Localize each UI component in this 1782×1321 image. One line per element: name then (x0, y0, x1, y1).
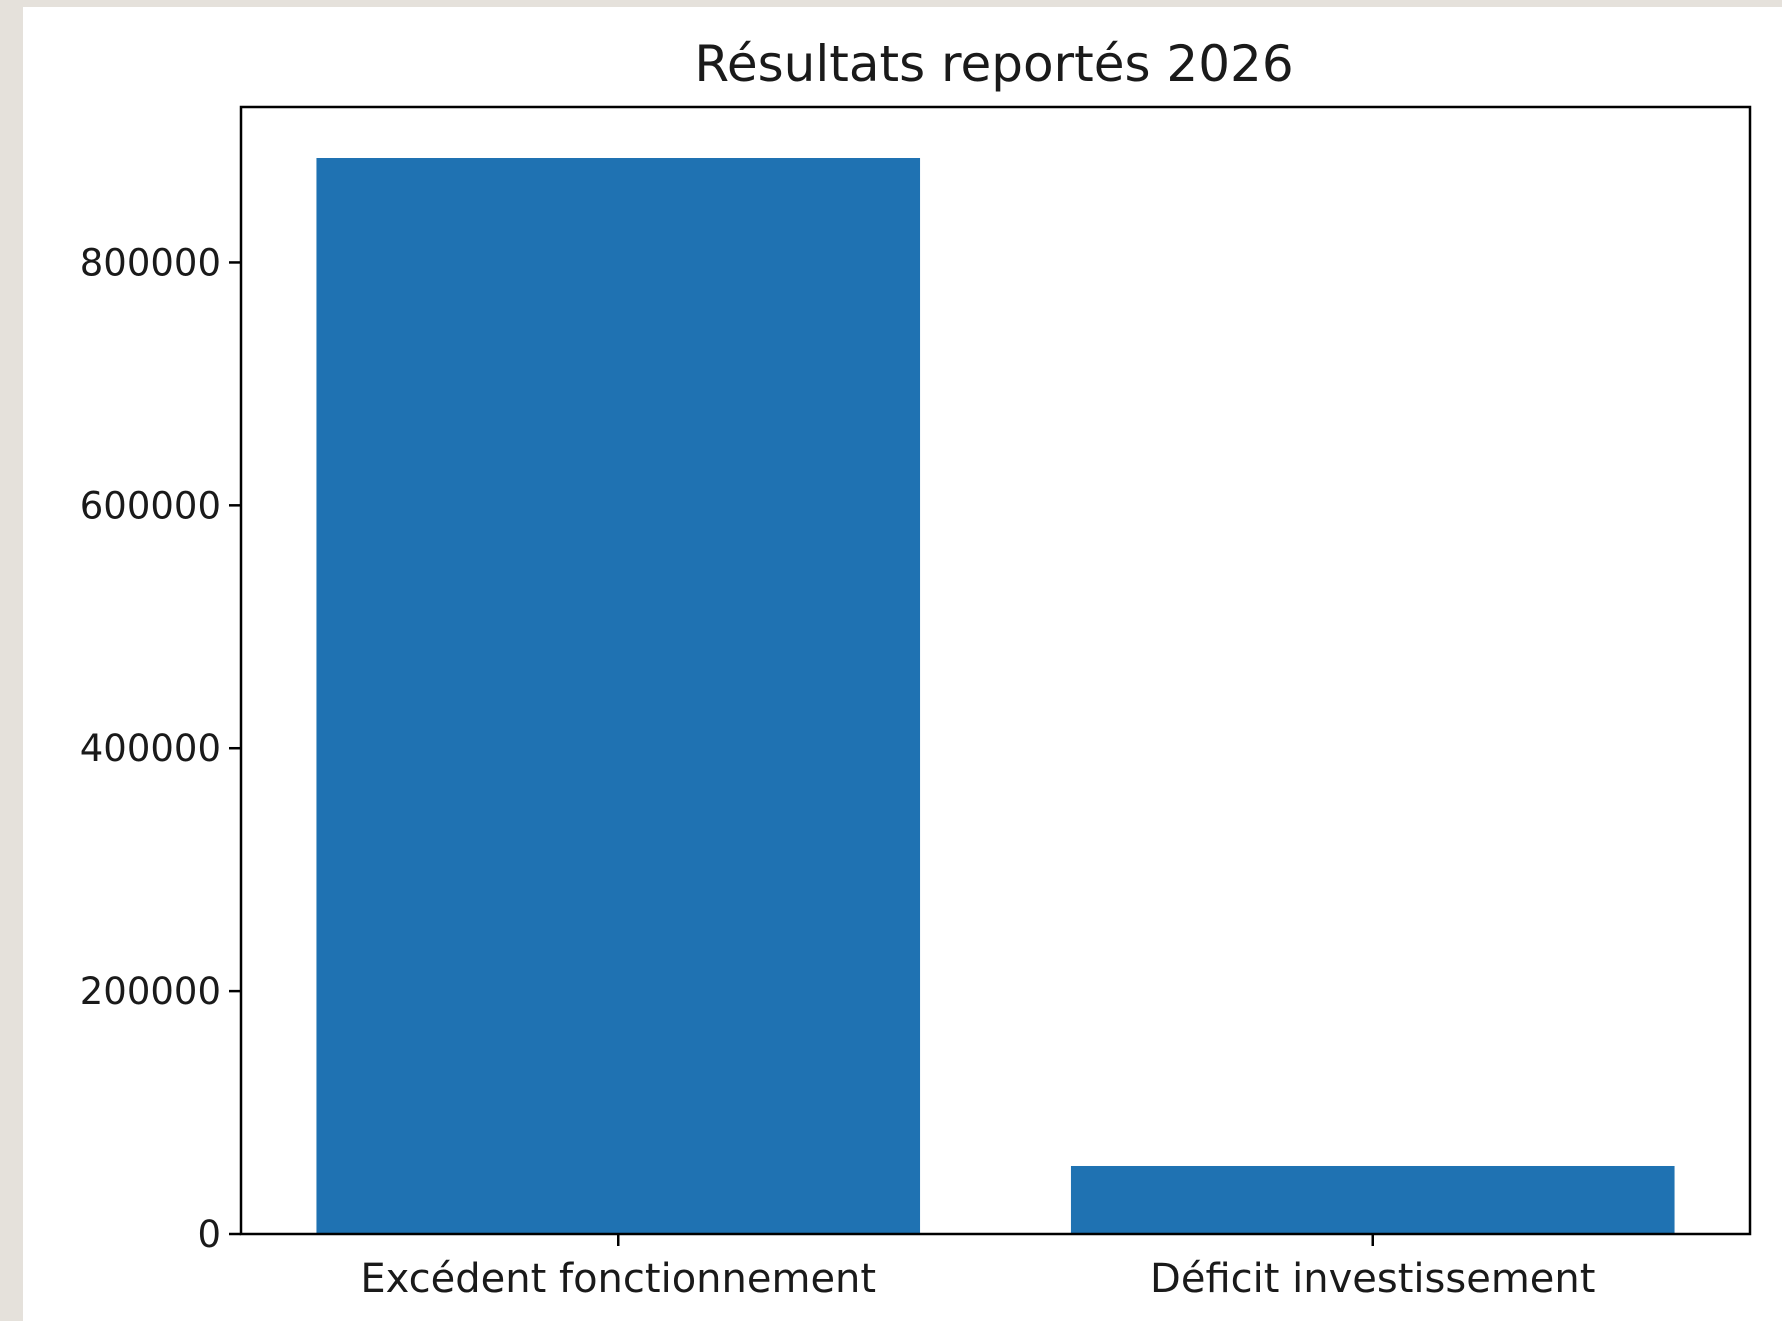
plot-area-frame (239, 105, 1752, 1236)
chart-title: Résultats reportés 2026 (694, 35, 1293, 93)
y-axis: 0 200000 400000 600000 800000 (80, 241, 241, 1256)
bar (316, 158, 921, 1234)
y-tick-label: 600000 (80, 484, 221, 527)
y-tick-label: 400000 (80, 727, 221, 770)
x-tick-label: Déficit investissement (1150, 1256, 1595, 1302)
x-axis: Excédent fonctionnement Déficit investiss… (360, 1234, 1595, 1302)
x-tick-label: Excédent fonctionnement (360, 1256, 876, 1302)
chart-figure: Résultats reportés 2026 0 200000 400000 600… (23, 7, 1782, 1321)
bars (316, 158, 1675, 1234)
bar-chart: Résultats reportés 2026 0 200000 400000 600… (80, 35, 1752, 1302)
y-tick-label: 800000 (80, 241, 221, 284)
y-tick-label: 0 (197, 1213, 221, 1256)
y-tick-label: 200000 (80, 970, 221, 1013)
bar (1070, 1165, 1675, 1234)
